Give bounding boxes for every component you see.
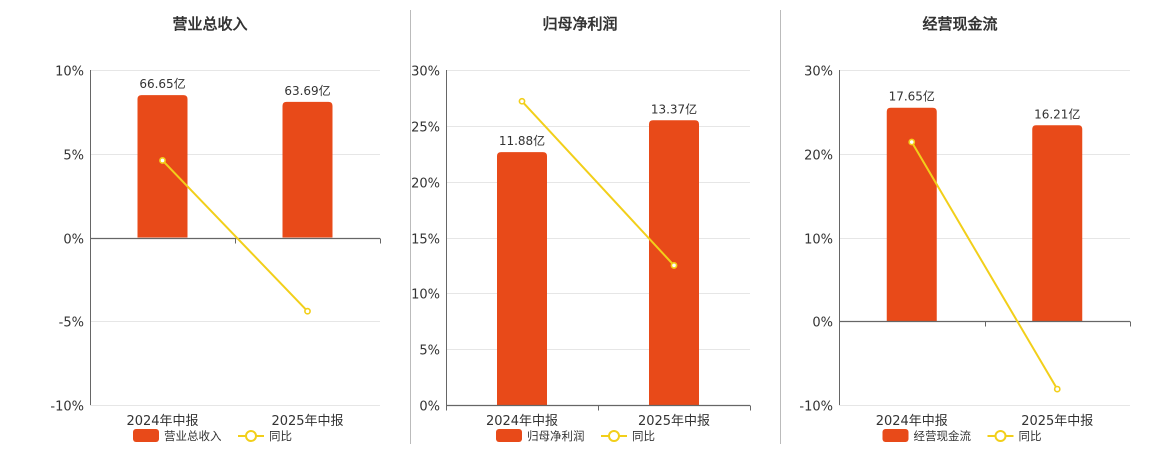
y-tick-label: 10% bbox=[804, 233, 833, 248]
y-tick-label: 5% bbox=[63, 149, 84, 164]
y-tick-label: 30% bbox=[804, 65, 833, 80]
legend-bar-label: 经营现金流 bbox=[914, 429, 972, 443]
y-tick-label: 0% bbox=[812, 316, 833, 331]
chart-panel-3: 经营现金流 -10% 0% 10% 20% 30% 17.65亿 16.21亿 2024年中报 2… bbox=[799, 15, 1131, 443]
bar bbox=[1032, 125, 1083, 322]
bar bbox=[282, 101, 333, 238]
legend: 经营现金流 同比 bbox=[882, 429, 1042, 443]
bar-value-label: 16.21亿 bbox=[1034, 106, 1080, 121]
bar-value-label: 11.88亿 bbox=[499, 133, 545, 148]
bar-value-label: 17.65亿 bbox=[889, 89, 935, 104]
chart-title: 归母净利润 bbox=[542, 15, 617, 33]
y-tick-label: -5% bbox=[59, 316, 84, 331]
y-tick-label: 10% bbox=[411, 288, 440, 303]
legend-bar-swatch bbox=[496, 429, 522, 442]
bar bbox=[886, 107, 937, 322]
chart-panel-2: 归母净利润 0% 5% 10% 15% 20% 25% 30% 11.88亿 13.37亿 2024… bbox=[411, 15, 751, 443]
yoy-point bbox=[908, 138, 916, 146]
x-tick-label: 2024年中报 bbox=[126, 414, 198, 429]
y-tick-label: 15% bbox=[411, 233, 440, 248]
legend-bar-label: 归母净利润 bbox=[527, 429, 585, 443]
y-tick-label: -10% bbox=[799, 400, 833, 415]
x-tick-label: 2025年中报 bbox=[1021, 414, 1093, 429]
y-tick-label: 0% bbox=[419, 400, 440, 415]
y-tick-label: 0% bbox=[63, 233, 84, 248]
legend-line-marker bbox=[245, 430, 257, 442]
y-tick-label: 20% bbox=[804, 149, 833, 164]
bar bbox=[137, 95, 188, 238]
chart-title: 营业总收入 bbox=[172, 15, 247, 33]
bar-value-label: 13.37亿 bbox=[651, 101, 697, 116]
legend-line-label: 同比 bbox=[1019, 429, 1042, 443]
yoy-line bbox=[910, 141, 1059, 390]
x-tick-label: 2025年中报 bbox=[271, 414, 343, 429]
legend-line-marker bbox=[994, 430, 1007, 442]
x-tick-label: 2024年中报 bbox=[486, 414, 558, 429]
legend: 营业总收入 同比 bbox=[133, 429, 292, 443]
legend-bar-swatch bbox=[882, 429, 909, 442]
yoy-point bbox=[670, 262, 678, 269]
legend-line-label: 同比 bbox=[269, 429, 292, 443]
legend: 归母净利润 同比 bbox=[496, 429, 655, 443]
yoy-point bbox=[159, 157, 166, 164]
bar-value-label: 63.69亿 bbox=[284, 83, 330, 98]
y-tick-label: -10% bbox=[50, 400, 84, 415]
yoy-point bbox=[304, 307, 311, 315]
yoy-point bbox=[518, 97, 526, 105]
yoy-point bbox=[1053, 385, 1061, 393]
legend-line-marker bbox=[608, 430, 620, 442]
legend-bar-label: 营业总收入 bbox=[164, 429, 222, 443]
chart-title: 经营现金流 bbox=[922, 15, 997, 33]
x-tick-label: 2024年中报 bbox=[876, 414, 948, 429]
y-tick-label: 25% bbox=[411, 121, 440, 136]
chart-panel-1: 营业总收入 -10% -5% 0% 5% 10% 66.65亿 63.69亿 2024年中报 20… bbox=[50, 15, 381, 443]
yoy-line bbox=[161, 159, 309, 312]
legend-line-label: 同比 bbox=[632, 429, 655, 443]
bar bbox=[497, 152, 547, 405]
y-tick-label: 30% bbox=[411, 65, 440, 80]
legend-bar-swatch bbox=[133, 429, 159, 442]
bar-value-label: 66.65亿 bbox=[139, 76, 185, 91]
x-tick-label: 2025年中报 bbox=[638, 414, 710, 429]
y-tick-label: 10% bbox=[55, 65, 84, 80]
yoy-line bbox=[521, 100, 675, 267]
y-tick-label: 5% bbox=[419, 344, 440, 359]
y-tick-label: 20% bbox=[411, 177, 440, 192]
